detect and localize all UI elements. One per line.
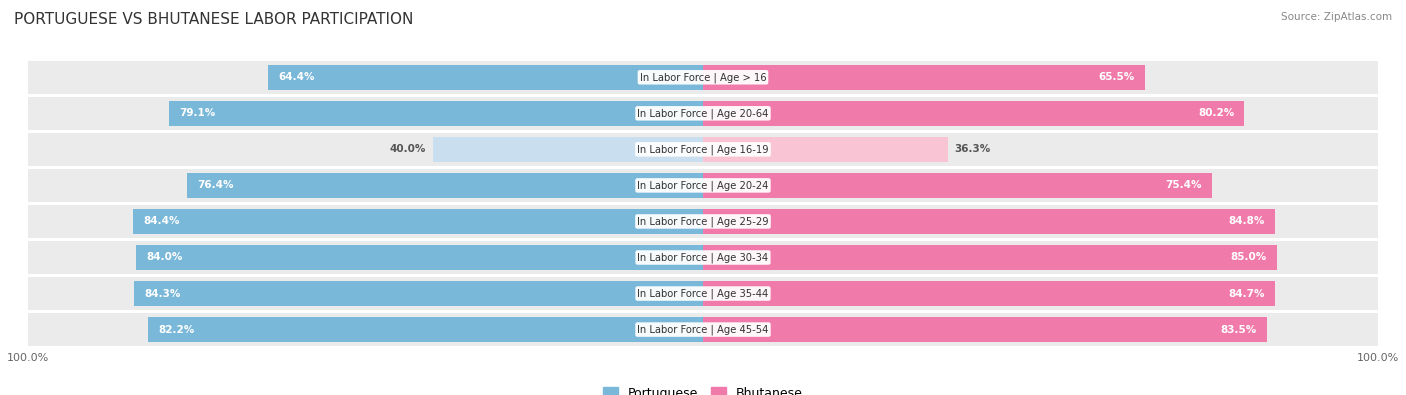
Text: In Labor Force | Age 35-44: In Labor Force | Age 35-44 <box>637 288 769 299</box>
Text: 36.3%: 36.3% <box>955 144 991 154</box>
Text: 84.0%: 84.0% <box>146 252 183 263</box>
Bar <box>703 137 948 162</box>
Text: In Labor Force | Age 20-24: In Labor Force | Age 20-24 <box>637 180 769 191</box>
Text: 79.1%: 79.1% <box>180 108 215 118</box>
Text: In Labor Force | Age 16-19: In Labor Force | Age 16-19 <box>637 144 769 154</box>
Text: 84.7%: 84.7% <box>1227 288 1264 299</box>
Bar <box>433 137 703 162</box>
Bar <box>169 101 703 126</box>
Bar <box>703 173 1212 198</box>
Bar <box>28 97 1378 130</box>
Text: 64.4%: 64.4% <box>278 72 315 82</box>
Text: PORTUGUESE VS BHUTANESE LABOR PARTICIPATION: PORTUGUESE VS BHUTANESE LABOR PARTICIPAT… <box>14 12 413 27</box>
Text: 84.8%: 84.8% <box>1229 216 1265 226</box>
Bar <box>28 169 1378 202</box>
Text: In Labor Force | Age 25-29: In Labor Force | Age 25-29 <box>637 216 769 227</box>
Bar <box>703 245 1277 270</box>
Bar <box>28 313 1378 346</box>
Legend: Portuguese, Bhutanese: Portuguese, Bhutanese <box>598 382 808 395</box>
Text: In Labor Force | Age > 16: In Labor Force | Age > 16 <box>640 72 766 83</box>
Bar <box>134 209 703 234</box>
Bar <box>136 245 703 270</box>
Text: 40.0%: 40.0% <box>389 144 426 154</box>
Bar <box>134 281 703 306</box>
Bar <box>28 133 1378 166</box>
Text: 80.2%: 80.2% <box>1198 108 1234 118</box>
Text: In Labor Force | Age 30-34: In Labor Force | Age 30-34 <box>637 252 769 263</box>
Text: In Labor Force | Age 20-64: In Labor Force | Age 20-64 <box>637 108 769 118</box>
Bar <box>28 205 1378 238</box>
Text: 76.4%: 76.4% <box>197 181 233 190</box>
Bar <box>28 61 1378 94</box>
Text: 84.4%: 84.4% <box>143 216 180 226</box>
Text: 82.2%: 82.2% <box>159 325 194 335</box>
Bar <box>703 65 1144 90</box>
Text: 85.0%: 85.0% <box>1230 252 1267 263</box>
Bar <box>187 173 703 198</box>
Bar <box>703 281 1275 306</box>
Bar <box>28 241 1378 274</box>
Text: In Labor Force | Age 45-54: In Labor Force | Age 45-54 <box>637 324 769 335</box>
Bar <box>703 317 1267 342</box>
Text: 65.5%: 65.5% <box>1098 72 1135 82</box>
Bar <box>703 209 1275 234</box>
Text: 84.3%: 84.3% <box>145 288 180 299</box>
Bar <box>269 65 703 90</box>
Text: Source: ZipAtlas.com: Source: ZipAtlas.com <box>1281 12 1392 22</box>
Text: 83.5%: 83.5% <box>1220 325 1257 335</box>
Bar <box>28 277 1378 310</box>
Bar <box>148 317 703 342</box>
Bar <box>703 101 1244 126</box>
Text: 75.4%: 75.4% <box>1166 181 1202 190</box>
